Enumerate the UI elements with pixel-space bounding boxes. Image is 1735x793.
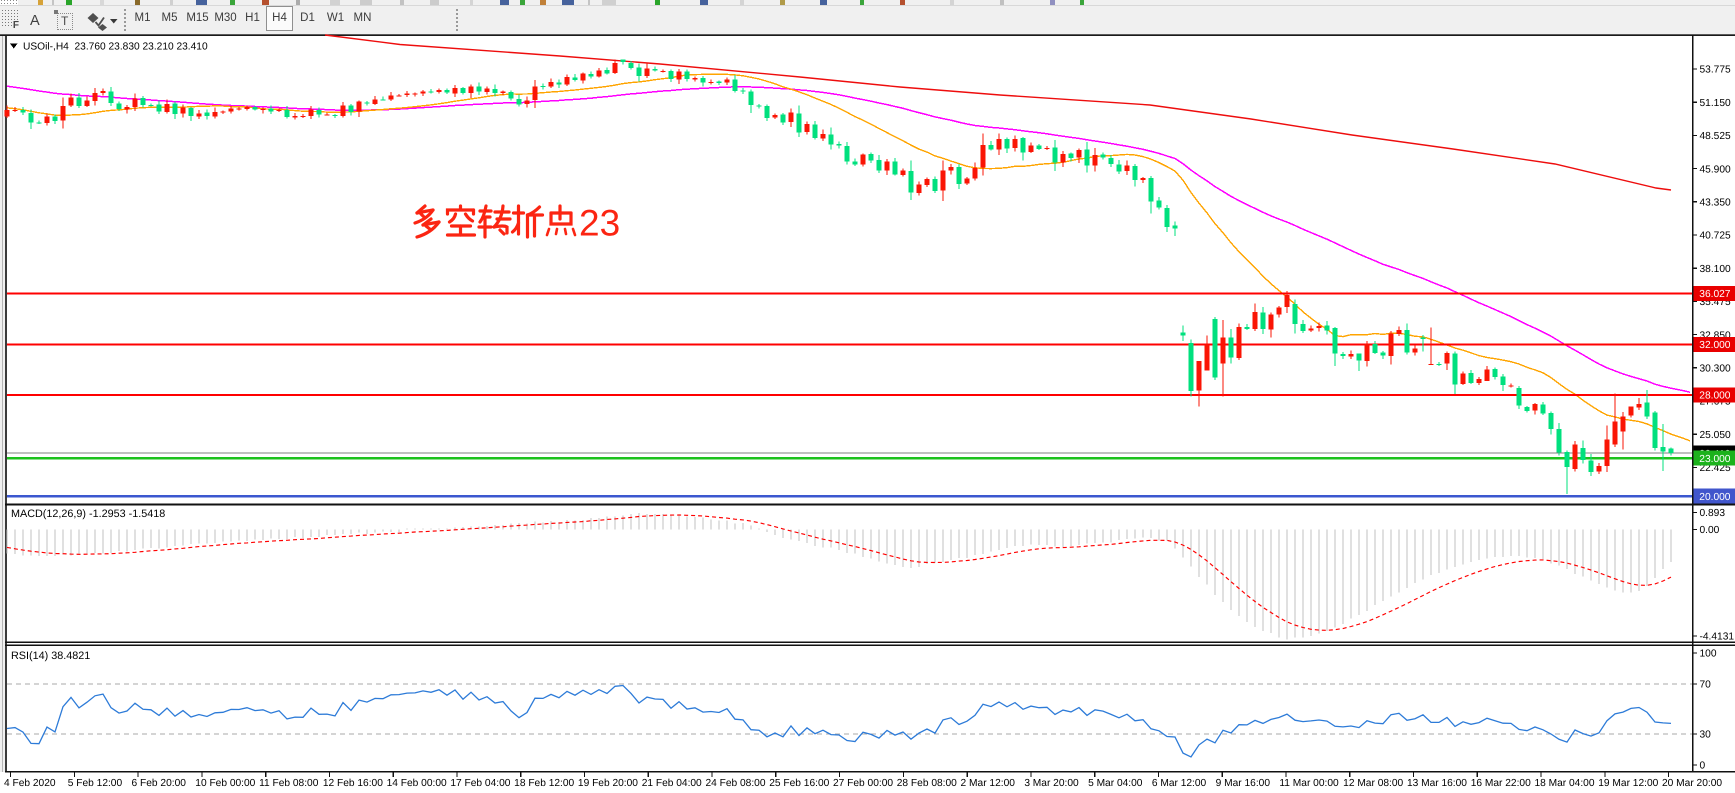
svg-text:28 Feb 08:00: 28 Feb 08:00 — [897, 778, 957, 789]
svg-text:5 Mar 04:00: 5 Mar 04:00 — [1088, 778, 1143, 789]
svg-text:53.775: 53.775 — [1700, 65, 1731, 76]
svg-text:USOil-,H4 23.760 23.830 23.21: USOil-,H4 23.760 23.830 23.210 23.410 — [23, 41, 208, 52]
svg-text:11 Mar 00:00: 11 Mar 00:00 — [1279, 778, 1339, 789]
svg-text:45.900: 45.900 — [1700, 164, 1731, 175]
svg-text:RSI(14) 38.4821: RSI(14) 38.4821 — [11, 650, 90, 662]
svg-text:27 Feb 00:00: 27 Feb 00:00 — [833, 778, 893, 789]
svg-text:21 Feb 04:00: 21 Feb 04:00 — [642, 778, 702, 789]
svg-text:40.725: 40.725 — [1700, 231, 1731, 242]
svg-text:0.00: 0.00 — [1700, 525, 1720, 536]
svg-text:100: 100 — [1700, 649, 1717, 660]
svg-text:19 Mar 12:00: 19 Mar 12:00 — [1598, 778, 1658, 789]
svg-text:25 Feb 16:00: 25 Feb 16:00 — [769, 778, 829, 789]
svg-text:12 Mar 08:00: 12 Mar 08:00 — [1343, 778, 1403, 789]
svg-text:25.050: 25.050 — [1700, 430, 1731, 441]
svg-text:MACD(12,26,9) -1.2953 -1.5418: MACD(12,26,9) -1.2953 -1.5418 — [11, 508, 165, 520]
svg-text:11 Feb 08:00: 11 Feb 08:00 — [259, 778, 319, 789]
svg-text:3 Mar 20:00: 3 Mar 20:00 — [1024, 778, 1079, 789]
svg-text:20.000: 20.000 — [1699, 492, 1730, 503]
svg-text:70: 70 — [1700, 680, 1712, 691]
svg-text:0.893: 0.893 — [1700, 508, 1726, 519]
svg-text:9 Mar 16:00: 9 Mar 16:00 — [1216, 778, 1271, 789]
svg-text:43.350: 43.350 — [1700, 198, 1731, 209]
svg-text:32.850: 32.850 — [1700, 330, 1731, 341]
svg-text:10 Feb 00:00: 10 Feb 00:00 — [195, 778, 255, 789]
svg-text:4 Feb 2020: 4 Feb 2020 — [4, 778, 56, 789]
svg-text:51.150: 51.150 — [1700, 98, 1731, 109]
svg-text:18 Feb 12:00: 18 Feb 12:00 — [514, 778, 574, 789]
svg-text:6 Feb 20:00: 6 Feb 20:00 — [132, 778, 187, 789]
svg-text:20 Mar 20:00: 20 Mar 20:00 — [1662, 778, 1722, 789]
svg-text:48.525: 48.525 — [1700, 131, 1731, 142]
svg-text:18 Mar 04:00: 18 Mar 04:00 — [1534, 778, 1594, 789]
svg-text:38.100: 38.100 — [1700, 264, 1731, 275]
svg-text:13 Mar 16:00: 13 Mar 16:00 — [1407, 778, 1467, 789]
svg-text:32.000: 32.000 — [1699, 340, 1730, 351]
svg-text:-4.4131: -4.4131 — [1700, 632, 1735, 643]
svg-text:12 Feb 16:00: 12 Feb 16:00 — [323, 778, 383, 789]
svg-text:23: 23 — [579, 203, 620, 244]
svg-text:30.300: 30.300 — [1700, 364, 1731, 375]
svg-text:2 Mar 12:00: 2 Mar 12:00 — [961, 778, 1016, 789]
svg-text:22.425: 22.425 — [1700, 463, 1731, 474]
svg-text:30: 30 — [1700, 730, 1712, 741]
svg-text:0: 0 — [1700, 761, 1706, 772]
svg-text:19 Feb 20:00: 19 Feb 20:00 — [578, 778, 638, 789]
svg-text:28.000: 28.000 — [1699, 391, 1730, 402]
svg-text:14 Feb 00:00: 14 Feb 00:00 — [387, 778, 447, 789]
svg-text:16 Mar 22:00: 16 Mar 22:00 — [1471, 778, 1531, 789]
svg-text:24 Feb 08:00: 24 Feb 08:00 — [705, 778, 765, 789]
svg-text:35.475: 35.475 — [1700, 297, 1731, 308]
svg-text:23.000: 23.000 — [1699, 454, 1730, 465]
svg-text:36.027: 36.027 — [1699, 289, 1730, 300]
svg-text:6 Mar 12:00: 6 Mar 12:00 — [1152, 778, 1207, 789]
svg-text:17 Feb 04:00: 17 Feb 04:00 — [450, 778, 510, 789]
svg-text:5 Feb 12:00: 5 Feb 12:00 — [68, 778, 123, 789]
